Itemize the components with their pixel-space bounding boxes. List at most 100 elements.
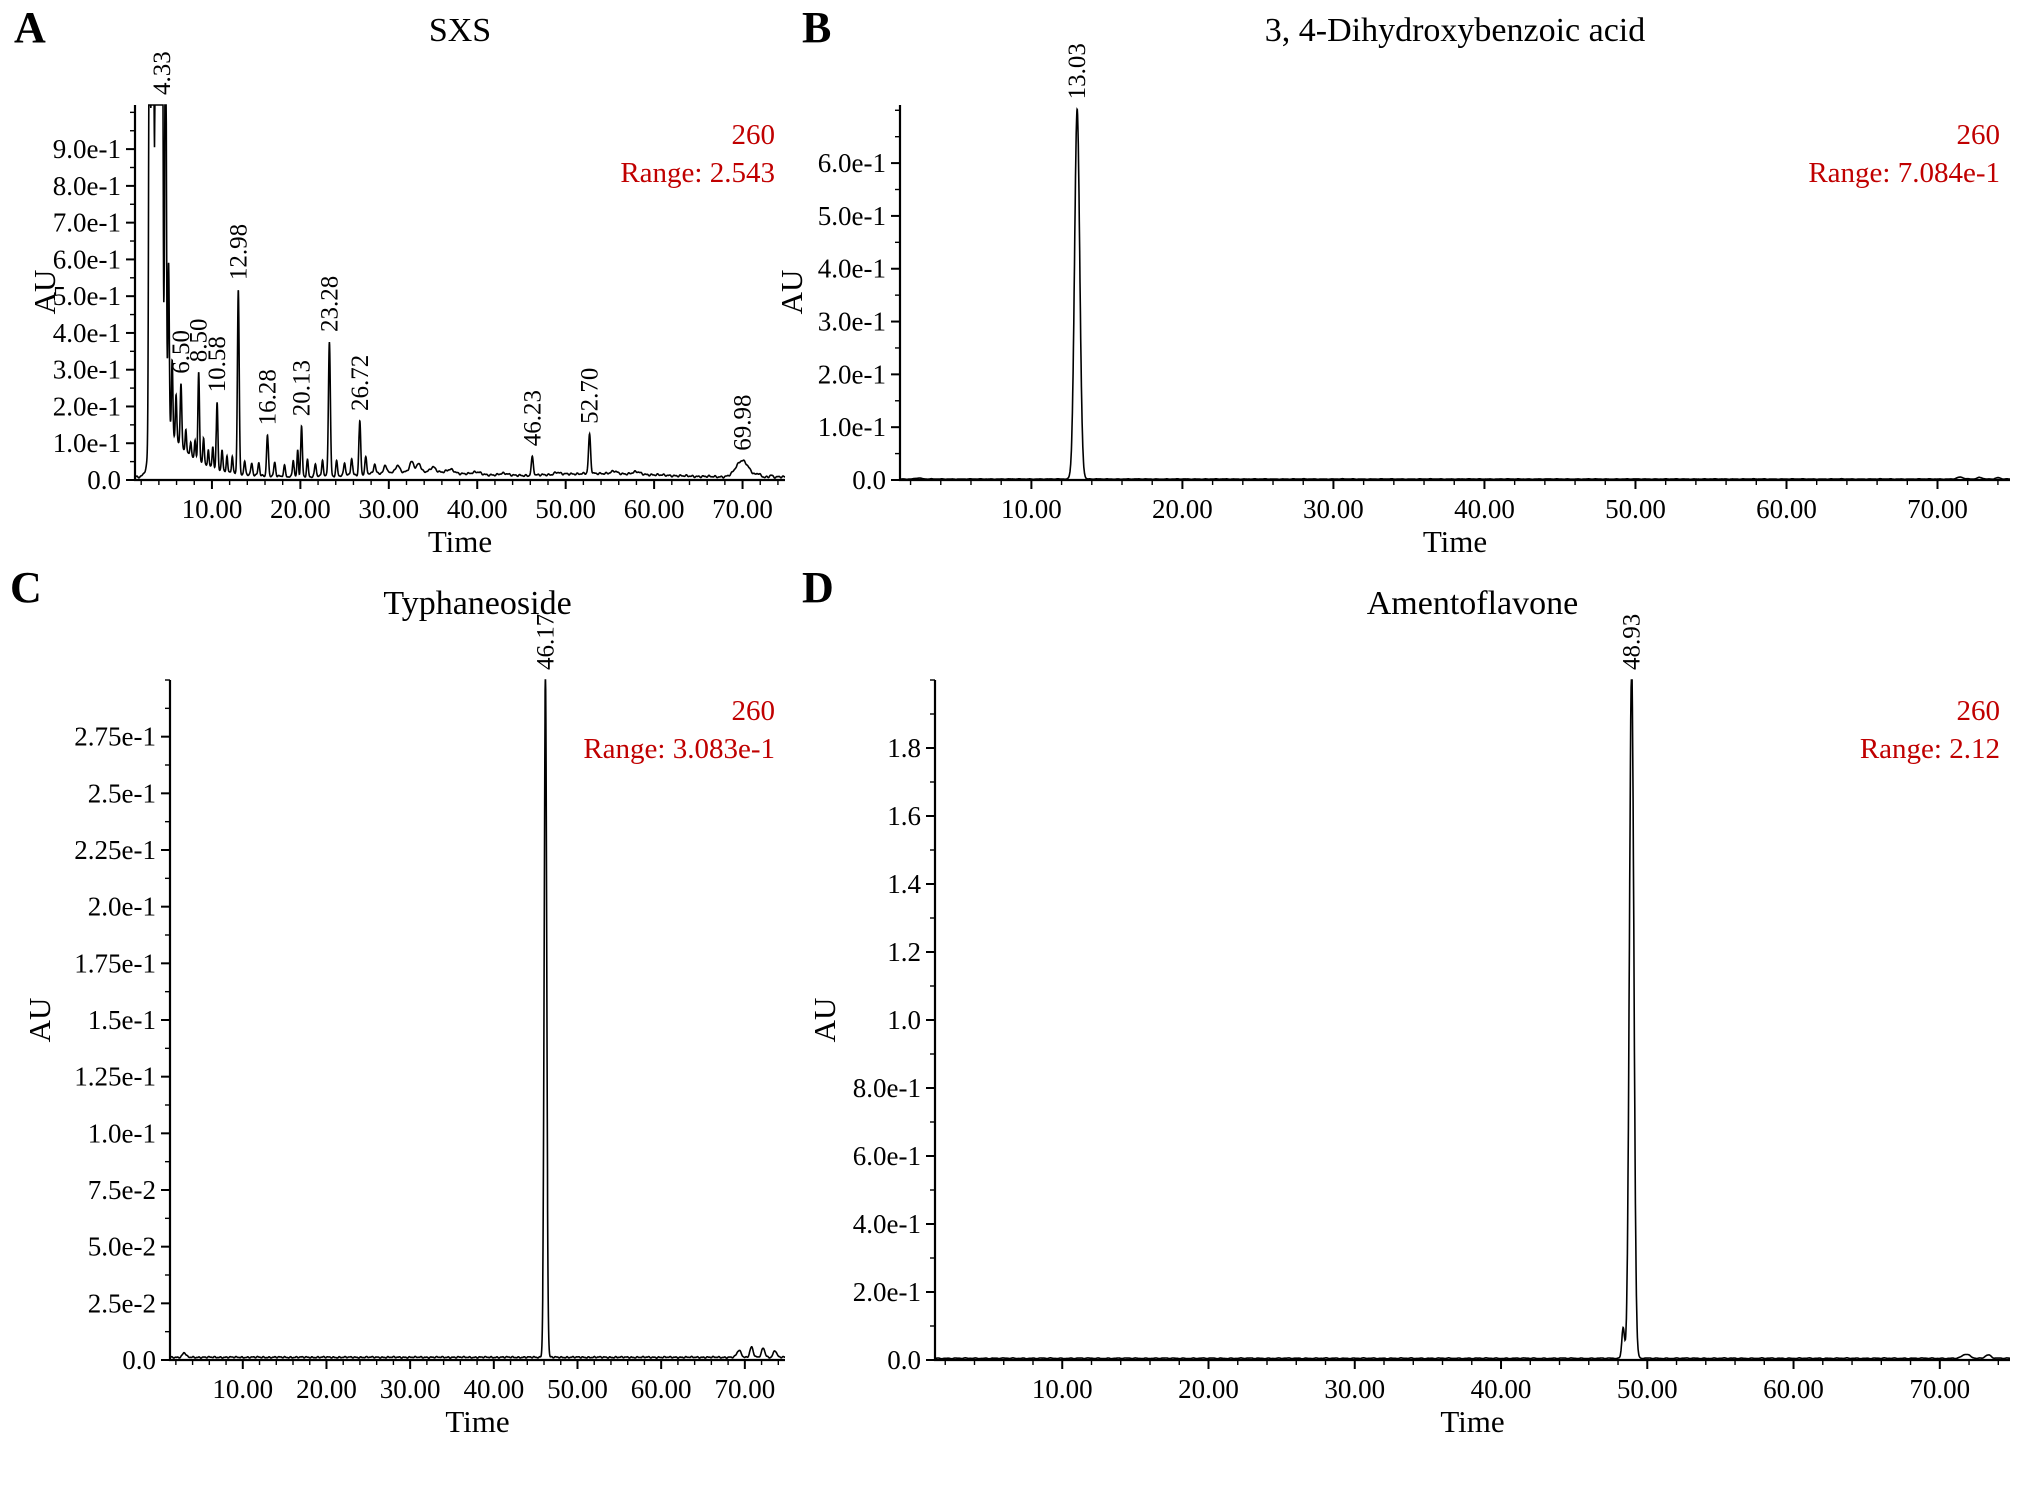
peak-label-a: 8.50 (186, 318, 213, 362)
svg-text:70.00: 70.00 (1907, 494, 1968, 524)
peak-label-a: 52.70 (577, 368, 604, 424)
trace-a (134, 104, 786, 479)
svg-text:40.00: 40.00 (1471, 1374, 1532, 1404)
range-label-b: Range: 7.084e-1 (1808, 157, 2000, 189)
axes-c (168, 680, 785, 1362)
svg-text:5.0e-1: 5.0e-1 (53, 281, 121, 311)
svg-text:30.00: 30.00 (1303, 494, 1364, 524)
svg-text:20.00: 20.00 (1178, 1374, 1239, 1404)
annotation-c: 260 Range: 3.083e-1 (425, 692, 775, 768)
svg-text:60.00: 60.00 (631, 1374, 692, 1404)
svg-text:10.00: 10.00 (212, 1374, 273, 1404)
svg-text:8.0e-1: 8.0e-1 (853, 1073, 921, 1103)
svg-text:60.00: 60.00 (1763, 1374, 1824, 1404)
svg-text:1.0e-1: 1.0e-1 (88, 1118, 156, 1148)
svg-text:4.0e-1: 4.0e-1 (818, 254, 886, 284)
svg-text:2.0e-1: 2.0e-1 (53, 391, 121, 421)
trace-c (169, 679, 786, 1360)
peak-label-a: 46.23 (519, 390, 546, 446)
peak-label-a: 12.98 (225, 224, 252, 280)
svg-text:50.00: 50.00 (535, 494, 596, 524)
svg-text:40.00: 40.00 (1454, 494, 1515, 524)
svg-text:1.2: 1.2 (887, 937, 921, 967)
svg-text:7.0e-1: 7.0e-1 (53, 208, 121, 238)
svg-text:1.0: 1.0 (887, 1005, 921, 1035)
svg-text:5.0e-2: 5.0e-2 (88, 1232, 156, 1262)
x-axis-label-c: Time (445, 1404, 510, 1439)
svg-text:30.00: 30.00 (1324, 1374, 1385, 1404)
svg-text:1.6: 1.6 (887, 801, 921, 831)
peak-label-b: 13.03 (1064, 43, 1091, 99)
svg-text:2.5e-1: 2.5e-1 (88, 778, 156, 808)
svg-text:1.25e-1: 1.25e-1 (74, 1062, 156, 1092)
svg-text:30.00: 30.00 (358, 494, 419, 524)
svg-text:1.0e-1: 1.0e-1 (818, 412, 886, 442)
annotation-a: 260 Range: 2.543 (425, 116, 775, 192)
peak-label-a: 16.28 (254, 369, 281, 425)
chromatogram-panel-b: 10.00 20.00 30.00 40.00 50.00 60.00 70.00 0.0 1.… (818, 43, 2010, 524)
range-label-a: Range: 2.543 (620, 157, 775, 189)
annotation-d: 260 Range: 2.12 (1650, 692, 2000, 768)
panel-title-a: SXS (428, 12, 492, 49)
peak-label-a: 23.28 (316, 276, 343, 332)
svg-text:10.00: 10.00 (1032, 1374, 1093, 1404)
wavelength-label-d: 260 (1956, 695, 2001, 727)
peak-label-d: 48.93 (1619, 614, 1646, 670)
svg-text:1.5e-1: 1.5e-1 (88, 1005, 156, 1035)
svg-text:4.0e-1: 4.0e-1 (53, 318, 121, 348)
svg-text:8.0e-1: 8.0e-1 (53, 171, 121, 201)
x-axis-label-d: Time (1440, 1404, 1505, 1439)
wavelength-label-a: 260 (731, 119, 776, 151)
panel-title-b: 3, 4-Dihydroxybenzoic acid (1264, 12, 1646, 49)
panel-label-d: D (802, 563, 834, 612)
svg-text:50.00: 50.00 (547, 1374, 608, 1404)
annotation-b: 260 Range: 7.084e-1 (1650, 116, 2000, 192)
svg-text:70.00: 70.00 (712, 494, 773, 524)
peak-label-a: 10.58 (204, 336, 231, 392)
wavelength-label-b: 260 (1956, 119, 2001, 151)
svg-text:5.0e-1: 5.0e-1 (818, 201, 886, 231)
svg-text:60.00: 60.00 (624, 494, 685, 524)
svg-text:9.0e-1: 9.0e-1 (53, 134, 121, 164)
svg-text:0.0: 0.0 (887, 1345, 921, 1375)
svg-text:70.00: 70.00 (1909, 1374, 1970, 1404)
svg-text:2.75e-1: 2.75e-1 (74, 722, 156, 752)
svg-text:6.0e-1: 6.0e-1 (818, 148, 886, 178)
panel-label-c: C (10, 563, 42, 612)
panel-label-b: B (802, 3, 832, 52)
peak-label-a: 69.98 (729, 395, 756, 451)
svg-text:0.0: 0.0 (87, 465, 121, 495)
svg-text:20.00: 20.00 (296, 1374, 357, 1404)
chromatogram-panel-a: 10.00 20.00 30.00 40.00 50.00 60.00 70.00 0.0 1.… (53, 51, 786, 524)
svg-text:70.00: 70.00 (714, 1374, 775, 1404)
y-axis-label-b: AU (774, 269, 809, 315)
chromatogram-panel-c: 10.00 20.00 30.00 40.00 50.00 60.00 70.00 0.0 2.… (74, 614, 786, 1404)
range-label-d: Range: 2.12 (1859, 733, 2000, 765)
svg-text:50.00: 50.00 (1617, 1374, 1678, 1404)
wavelength-label-c: 260 (731, 695, 776, 727)
peak-label-a: 4.33 (149, 51, 176, 95)
svg-text:0.0: 0.0 (852, 465, 886, 495)
y-axis-label-d: AU (807, 997, 842, 1043)
svg-text:10.00: 10.00 (182, 494, 243, 524)
peak-label-a: 6.50 (168, 330, 195, 374)
panel-title-c: Typhaneoside (383, 585, 572, 622)
panel-title-d: Amentoflavone (1366, 585, 1579, 622)
svg-text:40.00: 40.00 (447, 494, 508, 524)
svg-text:1.8: 1.8 (887, 733, 921, 763)
svg-text:40.00: 40.00 (463, 1374, 524, 1404)
y-axis-label-c: AU (22, 997, 57, 1043)
svg-text:2.25e-1: 2.25e-1 (74, 835, 156, 865)
svg-text:2.0e-1: 2.0e-1 (818, 359, 886, 389)
svg-text:30.00: 30.00 (380, 1374, 441, 1404)
peak-label-c: 46.17 (532, 614, 559, 670)
svg-text:1.75e-1: 1.75e-1 (74, 948, 156, 978)
svg-text:7.5e-2: 7.5e-2 (88, 1175, 156, 1205)
peak-label-a: 26.72 (347, 355, 374, 411)
x-axis-label-b: Time (1422, 524, 1488, 559)
axes-d (933, 680, 2010, 1362)
svg-text:2.0e-1: 2.0e-1 (88, 892, 156, 922)
trace-d (935, 679, 2010, 1360)
